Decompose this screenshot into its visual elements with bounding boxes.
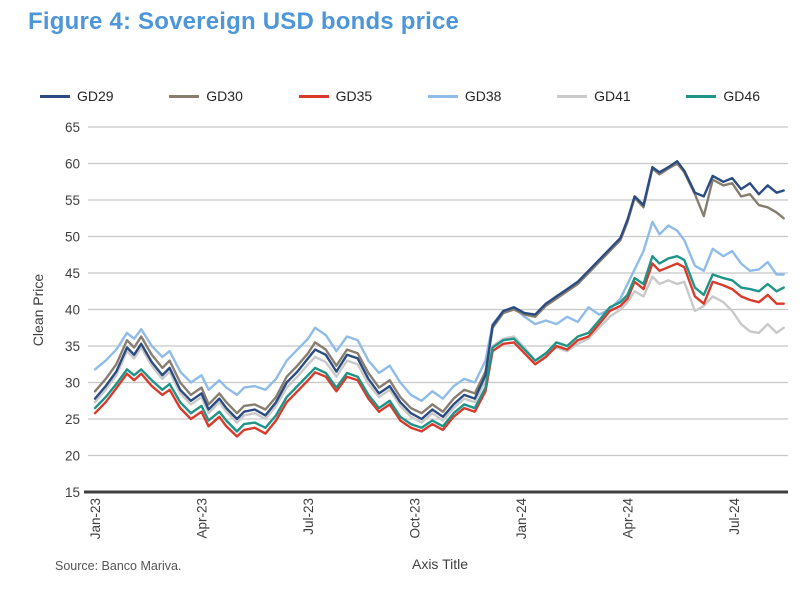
legend-label: GD35 [335,88,373,104]
legend-item-gd29: GD29 [40,88,114,104]
y-tick-label: 55 [65,193,80,208]
y-tick-label: 65 [65,120,80,135]
y-tick-label: 60 [65,157,80,172]
legend-item-gd35: GD35 [298,88,373,104]
x-tick-label: Jul-24 [727,498,742,535]
y-tick-label: 45 [65,266,80,281]
x-tick-label: Jan-23 [88,498,103,539]
x-tick-label: Apr-23 [195,498,210,539]
y-tick-label: 40 [65,303,80,318]
series-line-gd38 [93,220,785,402]
legend-item-gd30: GD30 [169,88,243,104]
legend-line-swatch-icon [427,94,458,98]
legend-label: GD29 [77,88,114,104]
series-line-gd30 [93,162,785,415]
legend-label: GD41 [594,88,631,104]
series-line-gd46 [93,255,785,433]
legend-line-swatch-icon [169,94,200,98]
legend-line-swatch-icon [686,94,717,98]
legend-item-gd38: GD38 [427,88,502,104]
x-tick-label: Jul-23 [301,498,316,535]
series-line-gd35 [93,262,785,438]
legend-label: GD46 [723,88,760,104]
x-tick-label: Oct-23 [408,498,423,539]
legend-label: GD38 [464,88,502,104]
y-tick-label: 15 [65,485,80,500]
source-note: Source: Banco Mariva. [55,559,182,573]
x-tick-label: Jan-24 [514,498,529,540]
legend-item-gd41: GD41 [557,88,631,104]
chart-legend: GD29 GD30 GD35 GD38 GD41 GD46 [40,88,760,104]
legend-line-swatch-icon [40,94,70,98]
legend-label: GD30 [206,88,243,104]
series-line-gd41 [93,275,785,424]
legend-item-gd46: GD46 [686,88,760,104]
y-tick-label: 30 [65,376,80,391]
y-tick-label: 35 [65,339,80,354]
x-axis-title: Axis Title [411,556,468,572]
y-tick-label: 50 [65,230,80,245]
legend-line-swatch-icon [298,94,329,98]
y-tick-label: 20 [65,449,80,464]
series-line-gd29 [93,160,785,421]
x-tick-label: Apr-24 [621,498,636,539]
figure-title: Figure 4: Sovereign USD bonds price [28,8,460,35]
legend-line-swatch-icon [557,94,588,98]
y-axis-title: Clean Price [30,273,46,347]
y-tick-label: 25 [65,412,80,427]
